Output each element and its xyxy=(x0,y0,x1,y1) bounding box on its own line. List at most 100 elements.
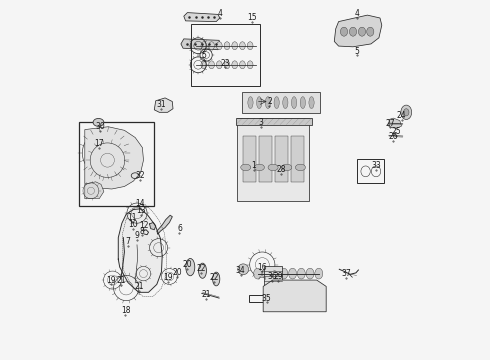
Polygon shape xyxy=(181,39,220,50)
Text: 19: 19 xyxy=(163,274,172,282)
Ellipse shape xyxy=(358,27,366,36)
Ellipse shape xyxy=(93,118,104,126)
Ellipse shape xyxy=(367,27,374,36)
Ellipse shape xyxy=(213,272,220,286)
Polygon shape xyxy=(184,13,220,22)
Text: 8: 8 xyxy=(139,227,144,236)
Text: 15: 15 xyxy=(247,13,257,22)
Ellipse shape xyxy=(295,164,305,171)
Ellipse shape xyxy=(224,61,230,69)
Text: 14: 14 xyxy=(135,199,145,208)
Text: 35: 35 xyxy=(262,294,271,302)
Ellipse shape xyxy=(217,42,222,50)
Ellipse shape xyxy=(217,61,222,69)
Bar xyxy=(249,295,284,302)
Text: 28: 28 xyxy=(276,165,286,174)
Ellipse shape xyxy=(224,42,230,50)
Ellipse shape xyxy=(248,97,253,109)
Ellipse shape xyxy=(198,263,206,278)
Polygon shape xyxy=(85,127,144,189)
Text: 30: 30 xyxy=(96,122,105,131)
Bar xyxy=(236,118,312,125)
Ellipse shape xyxy=(262,268,270,279)
Bar xyxy=(191,24,261,86)
Polygon shape xyxy=(154,98,173,112)
Polygon shape xyxy=(389,118,402,129)
Text: 5: 5 xyxy=(354,46,359,55)
Ellipse shape xyxy=(274,97,279,109)
Text: 33: 33 xyxy=(371,161,381,170)
Polygon shape xyxy=(334,15,382,47)
Ellipse shape xyxy=(186,258,195,276)
Ellipse shape xyxy=(309,97,314,109)
Ellipse shape xyxy=(300,97,305,109)
Ellipse shape xyxy=(306,268,314,279)
Ellipse shape xyxy=(247,42,253,50)
Ellipse shape xyxy=(254,164,265,171)
Text: 27: 27 xyxy=(385,118,395,127)
Text: 36: 36 xyxy=(267,272,277,281)
Text: 37: 37 xyxy=(341,269,351,278)
Ellipse shape xyxy=(257,97,262,109)
Ellipse shape xyxy=(232,42,238,50)
Text: 32: 32 xyxy=(135,171,145,180)
Ellipse shape xyxy=(315,268,323,279)
Text: 23: 23 xyxy=(220,58,230,68)
Bar xyxy=(259,136,271,182)
Text: 4: 4 xyxy=(218,9,222,18)
Ellipse shape xyxy=(289,268,296,279)
Text: 11: 11 xyxy=(127,213,136,222)
Text: 4: 4 xyxy=(354,9,359,18)
Ellipse shape xyxy=(240,61,245,69)
Text: 25: 25 xyxy=(392,127,401,136)
Bar xyxy=(274,136,288,182)
Ellipse shape xyxy=(280,268,288,279)
Polygon shape xyxy=(118,209,162,292)
Ellipse shape xyxy=(283,97,288,109)
Ellipse shape xyxy=(349,27,357,36)
Ellipse shape xyxy=(209,61,215,69)
Text: 22: 22 xyxy=(196,264,206,273)
Text: 21: 21 xyxy=(116,276,125,285)
Text: 31: 31 xyxy=(157,100,166,109)
Ellipse shape xyxy=(241,164,251,171)
Text: 22: 22 xyxy=(210,274,219,282)
Text: 20: 20 xyxy=(183,260,192,269)
Ellipse shape xyxy=(271,268,279,279)
Ellipse shape xyxy=(268,164,278,171)
Ellipse shape xyxy=(265,97,270,109)
Text: 21: 21 xyxy=(134,282,144,291)
Bar xyxy=(265,266,282,287)
Text: 24: 24 xyxy=(397,111,406,120)
Ellipse shape xyxy=(201,42,207,50)
Ellipse shape xyxy=(404,109,409,116)
Text: 9: 9 xyxy=(135,231,140,240)
Text: 6: 6 xyxy=(177,224,182,233)
Bar xyxy=(243,136,256,182)
Ellipse shape xyxy=(292,97,297,109)
Text: 12: 12 xyxy=(139,220,148,230)
Text: 13: 13 xyxy=(136,206,146,215)
Ellipse shape xyxy=(201,61,207,69)
Ellipse shape xyxy=(232,61,238,69)
Text: 19: 19 xyxy=(106,276,116,284)
Text: 29: 29 xyxy=(273,272,283,281)
Text: 21: 21 xyxy=(201,290,211,299)
Text: 16: 16 xyxy=(257,263,267,271)
Text: 17: 17 xyxy=(95,139,104,148)
Bar xyxy=(79,122,154,206)
Text: 10: 10 xyxy=(128,220,138,229)
Ellipse shape xyxy=(297,268,305,279)
Ellipse shape xyxy=(240,42,245,50)
Polygon shape xyxy=(149,222,156,230)
Text: 7: 7 xyxy=(125,237,130,246)
Polygon shape xyxy=(157,215,172,234)
Text: 34: 34 xyxy=(236,266,245,275)
Bar xyxy=(237,118,309,201)
Ellipse shape xyxy=(254,268,262,279)
Bar xyxy=(291,136,304,182)
Text: 3: 3 xyxy=(259,118,264,127)
Text: 2: 2 xyxy=(267,97,272,106)
Ellipse shape xyxy=(238,264,248,275)
Polygon shape xyxy=(85,182,104,199)
